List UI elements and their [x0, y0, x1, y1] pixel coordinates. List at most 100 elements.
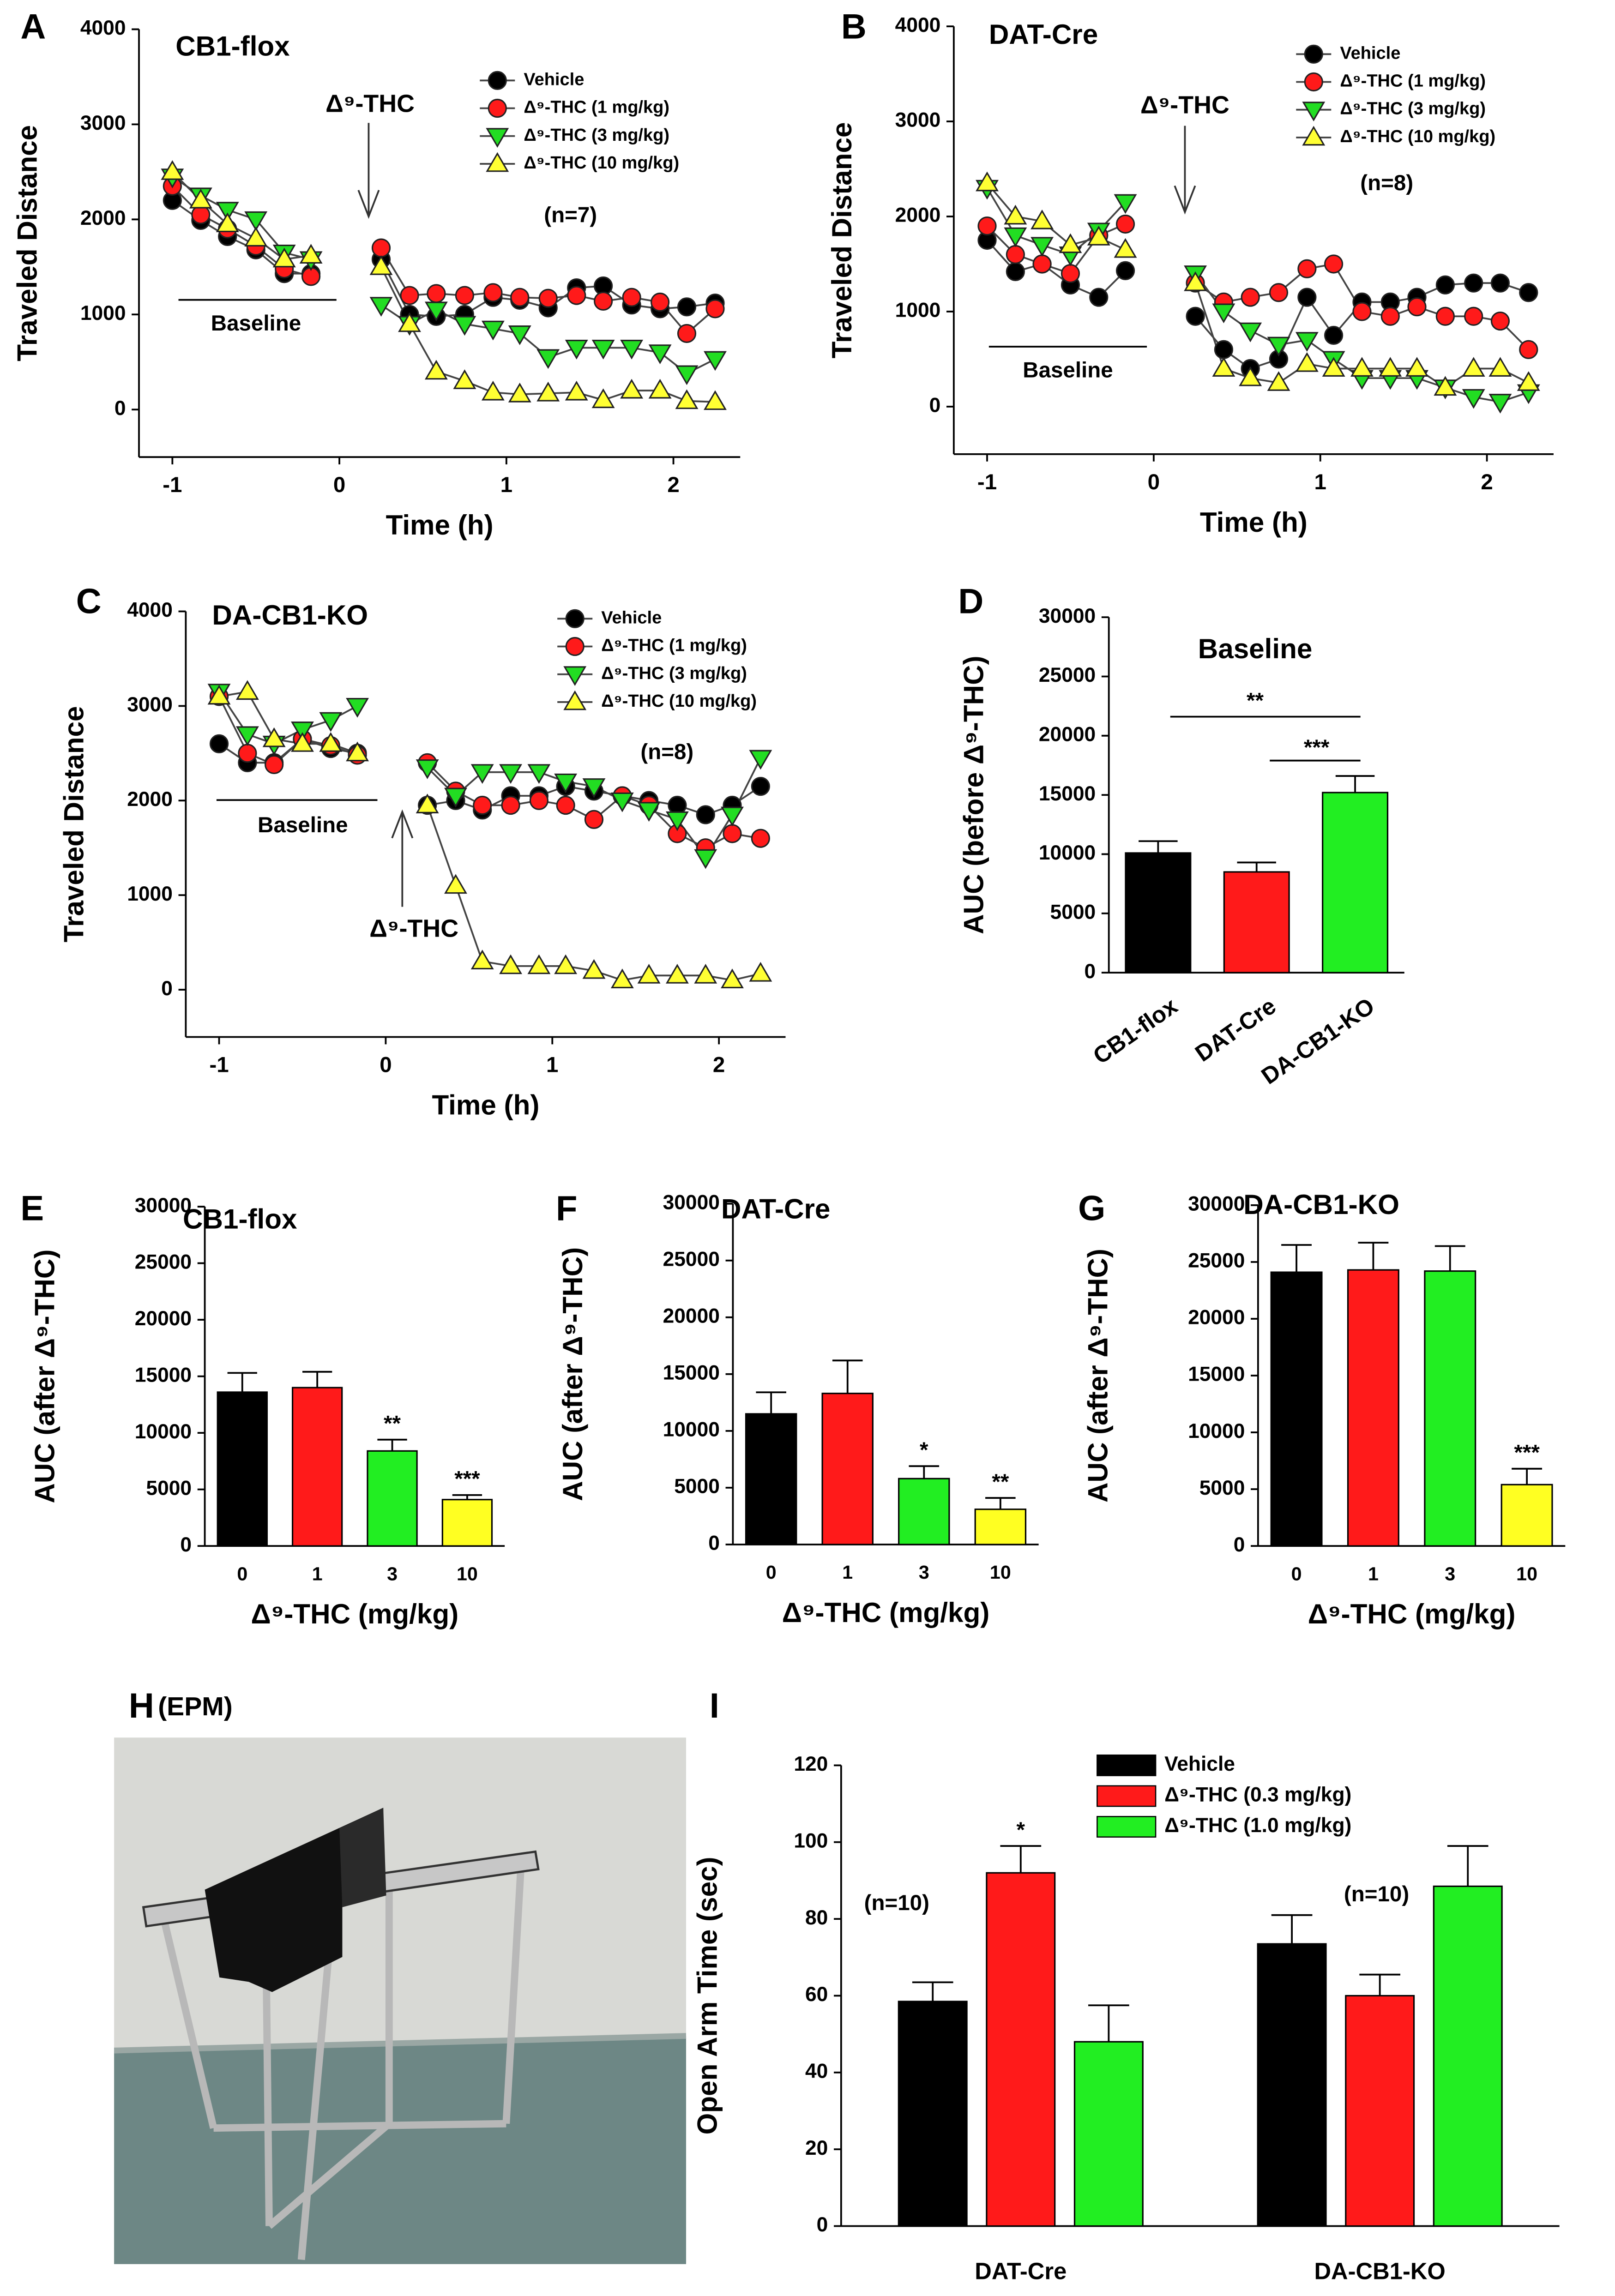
marker [677, 324, 697, 343]
bar [367, 1450, 418, 1547]
marker [1241, 288, 1260, 307]
marker [1464, 273, 1483, 293]
marker [1407, 297, 1427, 317]
x-tick-label: 1 [1368, 1563, 1379, 1584]
legend-label: Δ⁹-THC (1 mg/kg) [524, 98, 669, 117]
annotation: Baseline [211, 311, 301, 336]
photo-legs [160, 1869, 524, 2260]
y-tick-label: 30000 [1188, 1193, 1245, 1215]
marker [1032, 254, 1052, 274]
marker [1115, 261, 1135, 280]
photo-label: (EPM) [158, 1692, 233, 1721]
marker [694, 849, 717, 869]
marker [1030, 209, 1054, 229]
x-tick-label: 0 [1148, 470, 1160, 494]
legend-label: Δ⁹-THC (3 mg/kg) [524, 126, 669, 145]
bar [1257, 1943, 1327, 2227]
y-tick-label: 0 [817, 2213, 828, 2236]
marker [427, 284, 446, 303]
x-tick-label: 1 [842, 1562, 853, 1583]
marker [481, 320, 505, 341]
marker [1114, 194, 1137, 214]
y-tick-label: 120 [794, 1753, 828, 1775]
marker [1295, 352, 1319, 372]
marker [610, 792, 634, 812]
y-tick-label: 25000 [1039, 664, 1096, 686]
marker [1434, 376, 1457, 396]
legend-marker [488, 98, 507, 118]
annotation: Δ⁹-THC [1140, 91, 1229, 119]
marker [723, 824, 742, 843]
marker [677, 297, 697, 317]
marker [582, 778, 606, 798]
marker [510, 288, 530, 307]
marker [977, 216, 997, 236]
y-tick-label: 3000 [127, 693, 173, 716]
x-tick-label: 2 [713, 1052, 725, 1077]
annotation: Δ⁹-THC [325, 90, 415, 117]
y-tick-label: 3000 [80, 112, 126, 134]
bar [291, 1387, 343, 1547]
marker [319, 732, 343, 752]
marker [291, 721, 314, 741]
marker [651, 292, 670, 312]
x-axis-title: Time (h) [1200, 507, 1308, 538]
marker [291, 732, 314, 752]
panel: I 0 20 40 60 80 100 120 Open Arm Time (sec) DAT-C… [692, 1686, 1560, 2284]
photo-closed-arm [205, 1808, 384, 1992]
legend-label: Vehicle [1340, 43, 1400, 63]
photo-leg [502, 1869, 524, 2124]
panel: F DAT-Cre 0 5000 10000 15000 20000 25000 30000 AU… [556, 1189, 1039, 1628]
marker [1435, 275, 1455, 295]
bar [1125, 852, 1192, 974]
annotation: Baseline [1023, 358, 1113, 382]
marker [675, 389, 699, 409]
annotation: Δ⁹-THC [369, 914, 458, 942]
legend-label: Vehicle [524, 70, 584, 89]
marker [582, 959, 606, 979]
marker [265, 755, 284, 775]
y-tick-label: 0 [1085, 960, 1096, 983]
legend-marker [1304, 72, 1323, 92]
annotation: *** [1304, 735, 1330, 760]
bar [986, 1872, 1056, 2227]
annotation: (n=10) [864, 1891, 929, 1915]
legend-marker [486, 128, 509, 148]
marker [1517, 371, 1540, 391]
marker [1212, 357, 1235, 377]
y-axis-title: AUC (after Δ⁹-THC) [1083, 1249, 1114, 1503]
annotation: ** [1247, 688, 1264, 713]
marker [216, 202, 239, 222]
bar [1433, 1885, 1503, 2227]
x-tick-label: 10 [990, 1562, 1011, 1583]
legend-label: Δ⁹-THC (1 mg/kg) [601, 636, 747, 655]
marker [567, 286, 586, 305]
legend-label: Δ⁹-THC (10 mg/kg) [601, 691, 757, 711]
marker [508, 382, 531, 403]
marker [1267, 371, 1290, 391]
photo-leg [262, 1967, 273, 2226]
annotation-arrowhead [1174, 185, 1196, 215]
bar [974, 1509, 1027, 1545]
y-tick-label: 5000 [146, 1477, 192, 1499]
marker [694, 964, 717, 984]
annotation-arrowhead [391, 809, 414, 839]
marker [1030, 237, 1054, 257]
y-tick-label: 10000 [1039, 841, 1096, 864]
marker [1519, 283, 1538, 302]
x-tick-label: 1 [1314, 470, 1326, 494]
marker [238, 744, 257, 763]
panel-letter: A [20, 7, 46, 47]
marker [346, 697, 369, 718]
marker [751, 776, 770, 796]
marker [1297, 259, 1317, 278]
panel-letter: H [129, 1686, 154, 1725]
annotation: (n=10) [1344, 1882, 1409, 1906]
annotation: (n=8) [1360, 171, 1413, 195]
marker [1490, 273, 1510, 293]
x-tick-label: -1 [209, 1052, 229, 1077]
marker [1462, 389, 1485, 409]
marker [554, 954, 578, 974]
y-tick-label: 1000 [80, 302, 126, 325]
marker [455, 286, 474, 305]
